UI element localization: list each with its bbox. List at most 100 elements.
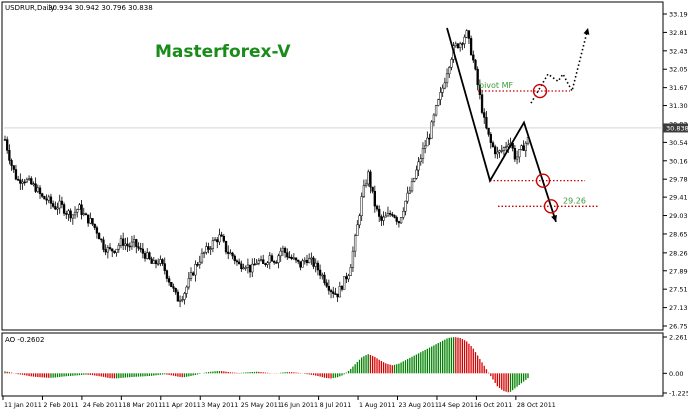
candle-body <box>207 246 210 250</box>
candle-body <box>73 211 77 216</box>
candle-body <box>178 300 182 302</box>
candle-body <box>443 82 446 89</box>
candle-body <box>467 30 471 39</box>
price-tick-label: 32.430 <box>669 47 688 55</box>
candle-body <box>137 246 140 249</box>
candle-body <box>513 148 517 160</box>
candle-body <box>292 257 296 260</box>
candle-body <box>450 59 453 68</box>
price-tick-label: 27.510 <box>669 286 688 294</box>
candle-body <box>343 276 346 290</box>
candle-body <box>502 147 506 151</box>
candle-body <box>270 255 274 262</box>
candle-body <box>321 274 324 277</box>
candle-body <box>108 247 112 250</box>
candle-body <box>222 235 225 242</box>
candle-body <box>43 196 46 200</box>
candle-body <box>441 87 444 93</box>
candle-body <box>384 215 387 218</box>
candle-body <box>310 257 313 260</box>
candle-body <box>288 256 291 259</box>
price-tick-label: 30.160 <box>669 157 688 165</box>
time-tick-label: 25 May 2011 <box>241 402 282 409</box>
candle-body <box>496 151 499 155</box>
candle-body <box>181 299 184 301</box>
candle-body <box>362 185 366 197</box>
candle-body <box>62 204 66 214</box>
candle-body <box>336 293 339 298</box>
candle-body <box>240 263 243 270</box>
candle-body <box>139 247 142 250</box>
candle-body <box>154 260 158 265</box>
candle-body <box>264 263 267 265</box>
candle-body <box>406 192 409 202</box>
time-tick-label: 18 Mar 2011 <box>122 402 162 409</box>
level-lines: pivot MF 29.26 <box>478 81 598 207</box>
candle-body <box>327 286 331 291</box>
candle-body <box>399 217 403 224</box>
candle-body <box>373 190 376 207</box>
candle-body <box>437 99 440 106</box>
zigzag-wave <box>446 27 557 223</box>
price-tick-label: 29.780 <box>669 176 688 184</box>
price-tick-label: 28.650 <box>669 230 688 238</box>
candle-body <box>410 181 414 192</box>
candle-body <box>246 264 250 268</box>
wave-overlay <box>446 27 590 223</box>
candle-body <box>229 252 232 255</box>
candle-body <box>23 181 26 184</box>
candle-body <box>198 261 201 265</box>
candle-body <box>91 218 94 225</box>
candle-body <box>507 144 510 147</box>
candle-body <box>167 278 171 283</box>
ao-histogram: 2.2614 0.00 -1.2253 <box>4 334 688 398</box>
candle-body <box>34 183 37 192</box>
candle-body <box>14 169 18 180</box>
candle-body <box>430 121 433 139</box>
candle-body <box>465 30 468 38</box>
candle-body <box>213 239 217 241</box>
price-tick-label: 26.750 <box>669 323 688 331</box>
chart-watermark: Masterforex-V <box>155 42 291 62</box>
candle-body <box>21 181 24 184</box>
candle-body <box>97 233 101 240</box>
candle-body <box>520 145 523 150</box>
level-circle <box>535 173 551 188</box>
candle-body <box>255 262 258 265</box>
candle-body <box>262 259 265 264</box>
candle-body <box>106 247 109 253</box>
candle-body <box>426 137 429 147</box>
candle-body <box>448 67 451 75</box>
main-pane-frame <box>1 1 664 331</box>
price-tick-label: 28.260 <box>669 249 688 257</box>
projection-arrowhead <box>583 28 590 35</box>
candle-body <box>67 210 70 215</box>
candle-body <box>141 248 145 254</box>
candle-body <box>132 239 136 243</box>
ao-tick-label: 2.2614 <box>669 334 688 342</box>
time-tick-label: 2 Feb 2011 <box>43 402 78 409</box>
pivot-annotation: pivot MF <box>479 81 514 90</box>
candle-body <box>32 183 35 185</box>
candle-body <box>194 264 197 276</box>
candle-body <box>227 251 230 254</box>
candle-body <box>200 252 204 263</box>
price-tick-label: 32.050 <box>669 66 688 74</box>
candle-body <box>47 196 50 201</box>
symbol-header: USDRUR,Daily <box>5 4 55 12</box>
candle-body <box>498 150 501 153</box>
last-price-label: 30.838 <box>666 124 688 132</box>
candle-body <box>456 43 460 48</box>
candle-body <box>196 264 199 266</box>
candle-body <box>461 43 464 45</box>
candle-body <box>294 257 298 261</box>
candle-body <box>494 146 497 155</box>
candle-body <box>358 215 361 226</box>
last-price-box <box>663 123 688 133</box>
candle-body <box>367 171 370 185</box>
candle-body <box>76 209 79 213</box>
candle-body <box>10 160 13 166</box>
candle-body <box>170 282 173 287</box>
candle-body <box>325 282 328 287</box>
